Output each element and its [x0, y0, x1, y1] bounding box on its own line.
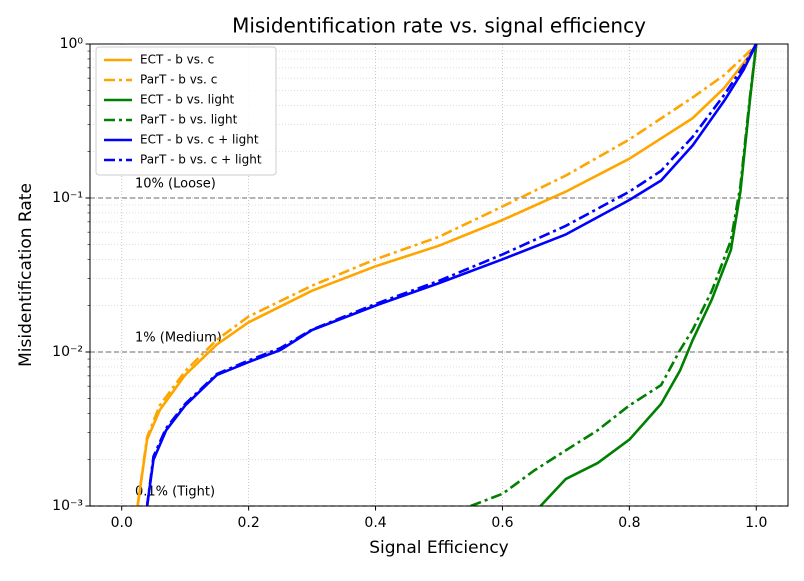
chart-title: Misidentification rate vs. signal effici…: [232, 14, 646, 38]
reference-label: 1% (Medium): [135, 331, 222, 346]
x-axis-label: Signal Efficiency: [369, 538, 509, 558]
x-tick-label: 0.0: [111, 515, 133, 531]
y-axis-label: Misidentification Rate: [16, 183, 36, 367]
legend-label: ECT - b vs. c + light: [140, 133, 259, 147]
series-line: [136, 44, 758, 506]
legend-label: ParT - b vs. light: [140, 113, 238, 127]
plot-frame: [89, 43, 789, 507]
x-tick-label: 1.0: [745, 515, 767, 531]
series-line: [539, 44, 758, 506]
legend-box: [95, 46, 277, 176]
legend-label: ParT - b vs. c: [140, 73, 217, 87]
legend-label: ParT - b vs. c + light: [140, 153, 262, 167]
legend-label: ECT - b vs. c: [140, 53, 214, 67]
plot-lines: [136, 44, 758, 506]
reference-label: 10% (Loose): [135, 177, 216, 192]
reference-label: 0.1% (Tight): [135, 485, 215, 500]
legend-label: ECT - b vs. light: [140, 93, 235, 107]
series-line: [145, 44, 758, 506]
x-tick-label: 0.6: [491, 515, 513, 531]
x-tick-label: 0.8: [618, 515, 640, 531]
y-tick-label: 10⁻¹: [52, 190, 83, 206]
y-tick-label: 10⁻³: [52, 498, 83, 514]
series-line: [136, 44, 758, 506]
x-tick-label: 0.4: [364, 515, 386, 531]
y-tick-label: 10⁰: [60, 36, 84, 52]
series-line: [470, 44, 758, 506]
y-tick-label: 10⁻²: [52, 344, 83, 360]
x-tick-label: 0.2: [238, 515, 260, 531]
